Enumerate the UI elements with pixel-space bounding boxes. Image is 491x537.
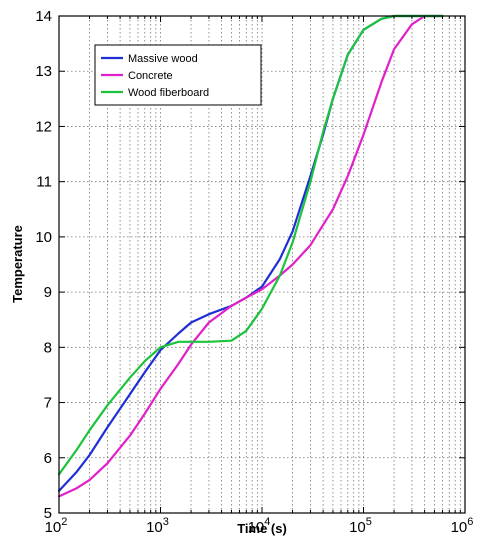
legend-label: Wood fiberboard (128, 87, 209, 99)
y-tick-label: 6 (44, 450, 52, 467)
x-tick-label: 102 (45, 516, 68, 536)
y-tick-label: 8 (44, 339, 52, 356)
series-layer (57, 14, 444, 498)
y-axis-label: Temperature (10, 225, 25, 303)
y-tick-label: 12 (35, 118, 52, 135)
y-tick-label: 10 (35, 229, 52, 246)
x-tick-label: 104 (248, 516, 271, 536)
y-tick-label: 13 (35, 63, 52, 80)
legend-label: Massive wood (128, 53, 198, 65)
y-tick-label: 5 (44, 505, 52, 522)
series-line-concrete (57, 14, 444, 498)
y-tick-label: 7 (44, 395, 52, 412)
y-tick-label: 11 (36, 174, 52, 191)
legend-label: Concrete (128, 70, 173, 82)
x-tick-label: 103 (146, 516, 169, 536)
series-line-wood-fiberboard (57, 14, 444, 476)
x-tick-label: 106 (451, 516, 474, 536)
x-tick-label: 105 (349, 516, 372, 536)
x-axis-label: Time (s) (237, 521, 287, 536)
tick-labels: 5 6 7 8 9 10 11 12 13 14 102 103 104 105 106 (35, 8, 473, 536)
legend: Massive wood Concrete Wood fiberboard (94, 44, 262, 106)
y-tick-label: 9 (44, 284, 52, 301)
ticks (59, 15, 465, 514)
grid (59, 16, 465, 513)
y-tick-label: 14 (35, 8, 52, 25)
